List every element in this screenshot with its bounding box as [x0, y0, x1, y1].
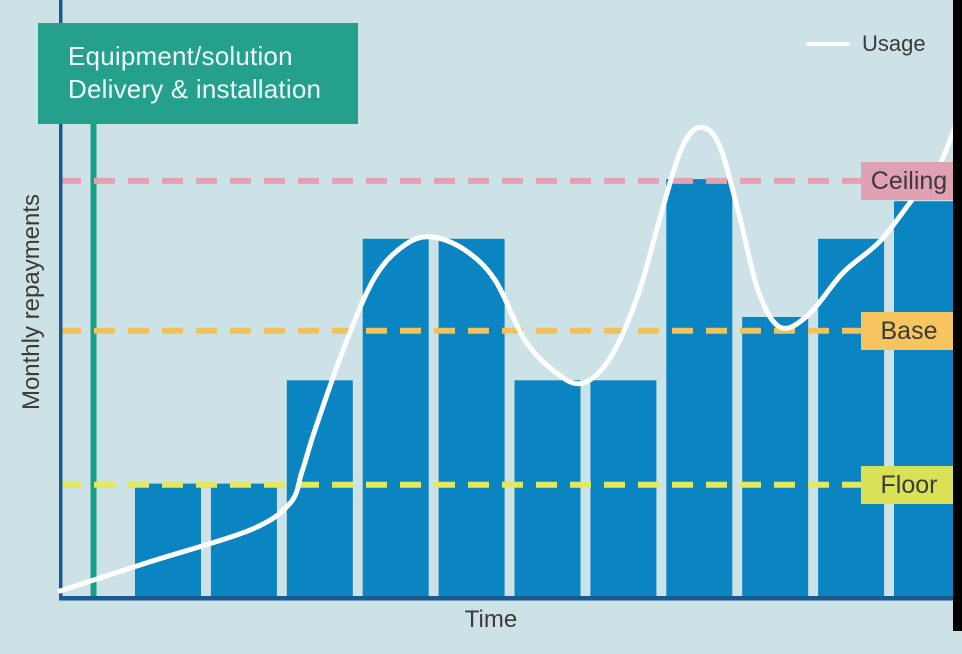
screen-edge-strip [953, 0, 962, 631]
ceiling-label: Ceiling [861, 162, 957, 200]
usage-bar [894, 201, 960, 598]
usage-bars [135, 179, 960, 599]
usage-bar [666, 179, 733, 598]
usage-curve [57, 121, 959, 594]
usage-line-swatch [806, 42, 850, 46]
y-axis-title: Monthly repayments [18, 193, 45, 411]
usage-bar [438, 238, 505, 599]
usage-bar [514, 380, 581, 598]
usage-bar [818, 238, 885, 599]
delivery-marker-line [90, 124, 97, 597]
callout-line2: Delivery & installation [68, 74, 322, 104]
callout-line1: Equipment/solution [68, 41, 293, 71]
y-axis-line [59, 0, 63, 600]
usage-bar [135, 483, 201, 598]
legend: Usage [806, 30, 926, 58]
usage-bar [590, 380, 657, 598]
x-axis-line [59, 596, 962, 601]
base-label: Base [861, 312, 957, 350]
usage-bar [742, 317, 809, 598]
usage-bar [362, 238, 429, 599]
legend-label: Usage [862, 31, 926, 56]
x-axis-title: Time [464, 606, 518, 633]
delivery-callout: Equipment/solution Delivery & installati… [38, 23, 358, 124]
floor-label: Floor [861, 466, 957, 504]
